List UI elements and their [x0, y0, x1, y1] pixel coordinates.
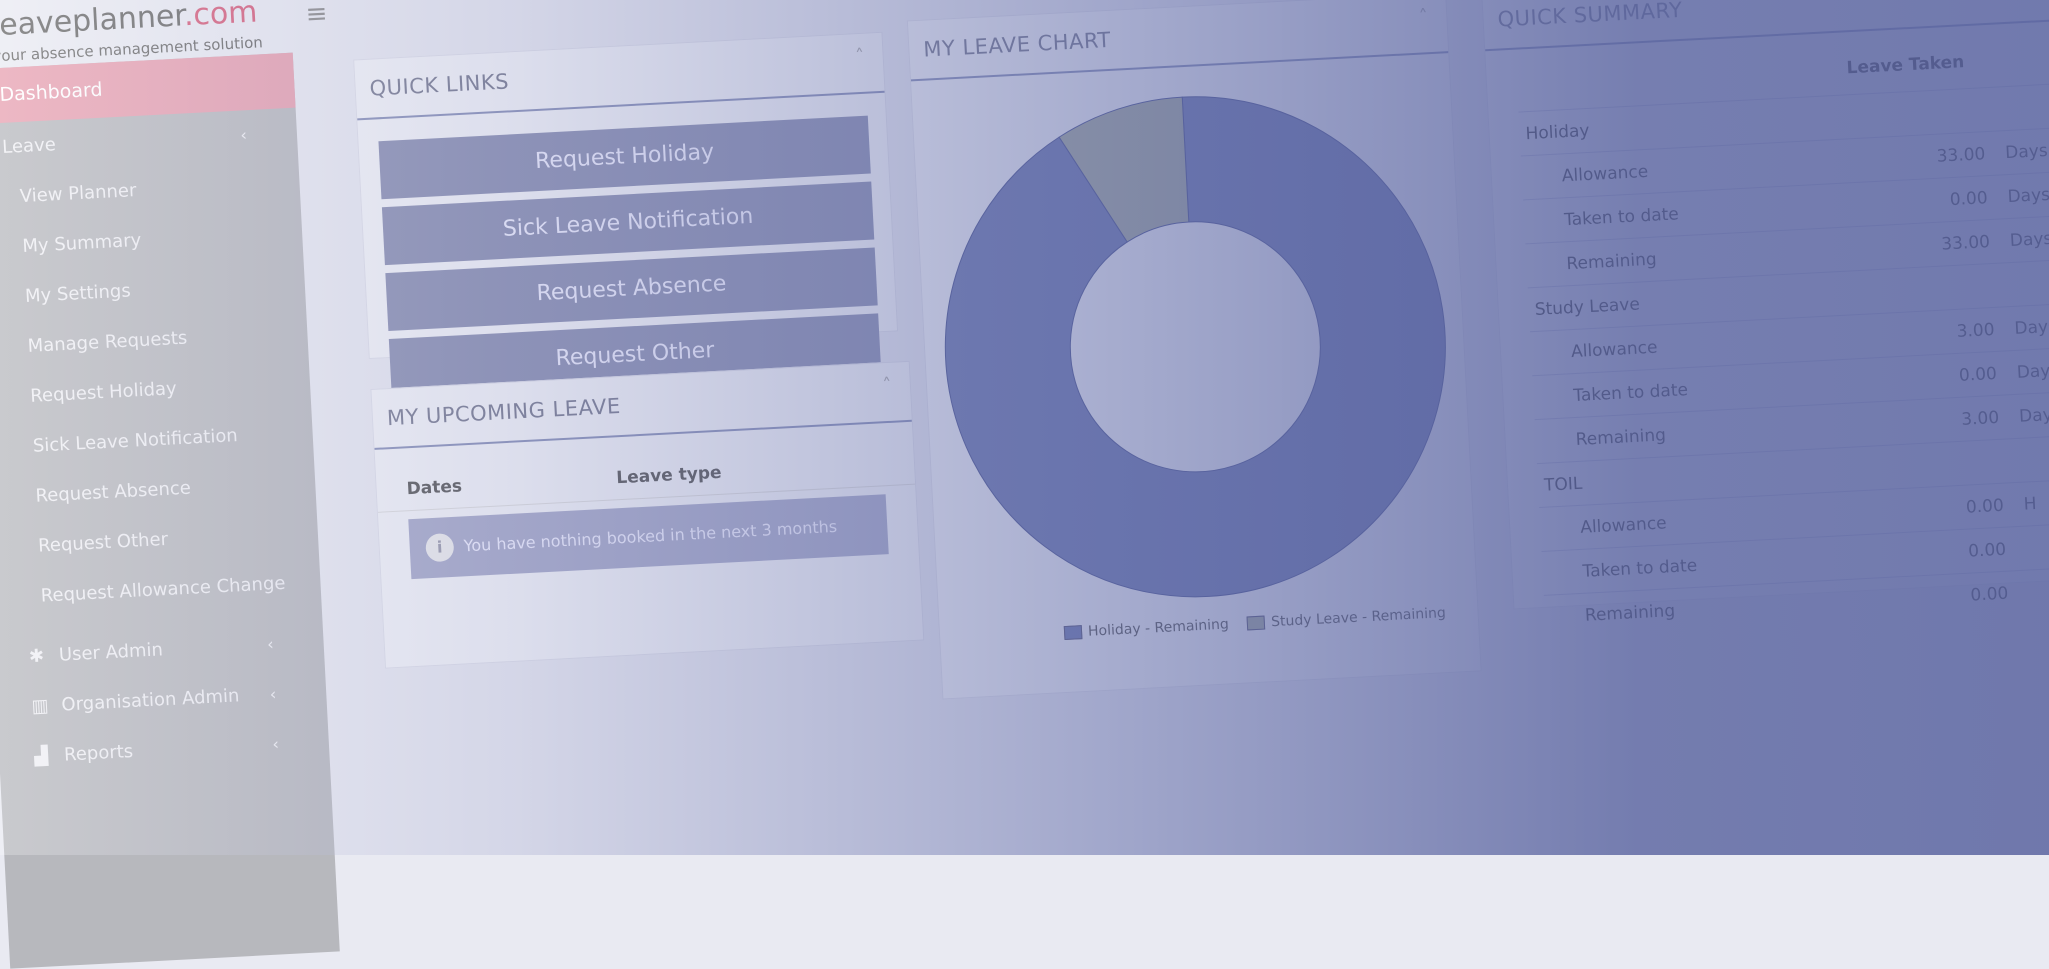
column-header: Leave Taken [1846, 52, 1965, 79]
info-icon: i [425, 532, 455, 563]
row-value: 3.00 [1859, 307, 2002, 359]
sidebar: leaveplanner.com your absence management… [0, 0, 340, 969]
collapse-icon[interactable]: ˄ [854, 45, 866, 68]
row-value: 3.00 [1864, 395, 2007, 447]
legend-swatch [1063, 625, 1083, 641]
row-value: 0.00 [1861, 351, 2004, 403]
quick-summary-panel: QUICK SUMMARY Leave Taken Holiday Allowa… [1481, 0, 2049, 640]
summary-table: Leave Taken Holiday Allowance 33.00 Days… [1516, 25, 2049, 640]
row-value: 0.00 [1868, 482, 2011, 535]
menu-toggle-icon[interactable]: ≡ [304, 0, 329, 30]
column-header-leave-type: Leave type [615, 462, 723, 489]
chevron-left-icon: ‹ [266, 634, 275, 654]
legend-label: Study Leave - Remaining [1270, 605, 1447, 631]
collapse-icon[interactable]: ˄ [1418, 6, 1429, 28]
bar-chart-icon: ▟ [33, 745, 49, 768]
upcoming-leave-panel: MY UPCOMING LEAVE ˄ Dates Leave type i You… [370, 360, 925, 669]
legend-label: Holiday - Remaining [1087, 616, 1230, 640]
leave-chart-panel: MY LEAVE CHART ˄ Holiday - Remaining Stud… [906, 0, 1482, 700]
quick-links-panel: QUICK LINKS ˄ Request Holiday Sick Leave … [353, 31, 899, 397]
row-value: 0.00 [1871, 526, 2014, 579]
row-value [1866, 438, 2009, 491]
chevron-left-icon: ‹ [240, 125, 248, 145]
bank-icon: ▥ [31, 695, 50, 718]
donut-chart [933, 84, 1458, 609]
column-header-dates: Dates [406, 476, 463, 500]
row-value: 33.00 [1850, 131, 1993, 183]
chevron-left-icon: ‹ [269, 684, 277, 704]
legend-swatch [1246, 615, 1266, 631]
row-value: 0.00 [1873, 570, 2016, 623]
collapse-icon[interactable]: ˄ [881, 374, 893, 397]
donut-slice-0[interactable] [933, 84, 1458, 609]
row-value [1848, 87, 1991, 139]
row-value: 0.00 [1852, 175, 1995, 227]
chevron-left-icon: ‹ [271, 734, 280, 754]
row-value [1857, 263, 2000, 315]
users-icon: ✱ [28, 645, 45, 668]
row-value: 33.00 [1854, 219, 1998, 271]
